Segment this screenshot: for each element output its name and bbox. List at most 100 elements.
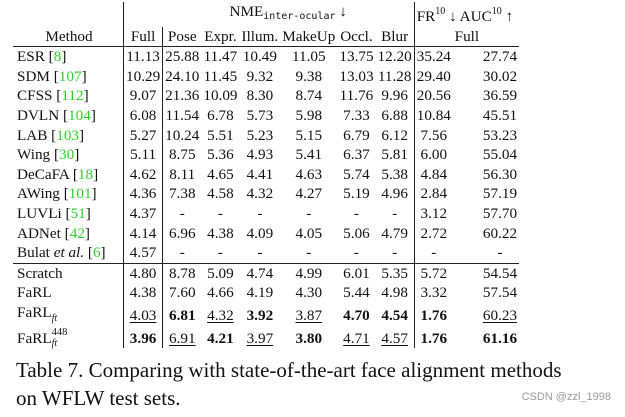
value-cell: 4.96 xyxy=(381,185,408,203)
value-cell: - xyxy=(306,204,312,222)
value-cell: 30.02 xyxy=(482,67,518,85)
value-cell: 60.22 xyxy=(482,224,518,242)
table-row: FaRL 4.38 7.60 4.66 4.19 4.30 5.44 4.98 3.32 57.5… xyxy=(13,283,519,303)
table-row: ESR [8] 11.13 25.88 11.47 10.49 11.05 13.75 12.… xyxy=(13,46,519,67)
value-cell: 60.23 xyxy=(482,306,518,324)
value-cell: 4.63 xyxy=(295,165,323,183)
value-cell: 5.81 xyxy=(381,146,408,164)
header-group-row: NMEinter-ocular ↓ FR10 ↓ AUC10 ↑ xyxy=(13,2,520,27)
column-header-illum: Illum. xyxy=(239,26,281,48)
value-cell: 6.88 xyxy=(381,106,408,124)
value-cell: 5.06 xyxy=(343,224,370,242)
citation-link[interactable]: 6 xyxy=(92,244,101,262)
value-cell: 57.70 xyxy=(482,204,518,222)
citation-link[interactable]: 8 xyxy=(53,48,62,66)
value-cell: 8.11 xyxy=(162,164,202,185)
column-header-fr-auc-full: Full xyxy=(413,26,520,48)
method-name: FaRL 448 ft xyxy=(17,326,68,349)
value-cell: 6.79 xyxy=(343,126,370,144)
value-cell: 5.98 xyxy=(295,106,323,124)
citation-link[interactable]: 103 xyxy=(56,126,80,144)
value-cell: - xyxy=(392,204,398,222)
method-name: LAB [103] xyxy=(17,126,85,144)
table-row: CFSS [112] 9.07 21.36 10.09 8.30 8.74 11.76 9.9… xyxy=(13,86,519,106)
citation-link[interactable]: 42 xyxy=(69,224,85,242)
method-name: LUVLi [51] xyxy=(17,204,91,222)
column-header-blur: Blur xyxy=(375,26,415,48)
value-cell: 5.38 xyxy=(381,165,408,183)
value-cell: 4.54 xyxy=(381,306,408,324)
results-table: NMEinter-ocular ↓ FR10 ↓ AUC10 ↑ Method … xyxy=(13,2,520,349)
value-cell: 5.51 xyxy=(207,126,234,144)
method-name: FaRL xyxy=(17,284,52,302)
value-cell: 1.76 xyxy=(413,302,453,329)
value-cell: 4.93 xyxy=(246,146,274,164)
citation-link[interactable]: 107 xyxy=(58,67,82,85)
value-cell: 9.96 xyxy=(381,87,408,105)
value-cell: - xyxy=(217,244,223,262)
value-cell: 4.58 xyxy=(207,185,234,203)
method-name: ADNet [42] xyxy=(17,224,90,242)
table-row: LUVLi [51] 4.37- - - - - -3.12 57.70 xyxy=(13,203,519,224)
table-row: ADNet [42] 4.14 6.96 4.38 4.09 4.05 5.06 4.79 2.… xyxy=(13,223,519,244)
value-cell: 7.33 xyxy=(343,106,370,124)
citation-link[interactable]: 18 xyxy=(77,165,94,183)
value-cell: 11.45 xyxy=(203,67,238,85)
header-columns-row: Method Full Pose Expr. Illum. MakeUp Occ… xyxy=(13,26,520,48)
citation-link[interactable]: 101 xyxy=(68,185,92,203)
value-cell: 4.99 xyxy=(280,262,338,284)
value-cell: 5.44 xyxy=(343,284,370,302)
column-header-makeup: MakeUp xyxy=(280,26,338,48)
value-cell: 11.28 xyxy=(377,67,412,85)
value-cell: 10.24 xyxy=(162,125,202,146)
value-cell: - xyxy=(497,244,503,262)
citation-link[interactable]: 104 xyxy=(68,106,91,124)
value-cell: - xyxy=(217,204,223,222)
value-cell: 5.15 xyxy=(295,126,323,144)
value-cell: 7.38 xyxy=(162,184,202,204)
value-cell: - xyxy=(257,204,263,222)
citation-link[interactable]: 51 xyxy=(70,204,86,222)
value-cell: 11.76 xyxy=(339,87,374,105)
value-cell: 4.37 xyxy=(122,203,163,224)
value-cell: 5.09 xyxy=(201,262,240,284)
value-cell: - xyxy=(413,243,453,264)
value-cell: 4.30 xyxy=(295,284,323,302)
value-cell: 4.70 xyxy=(343,306,370,324)
value-cell: 11.13 xyxy=(122,46,163,67)
table-row: Bulat et al. [6] 4.57- - - - - - - - xyxy=(13,243,519,264)
value-cell: 2.84 xyxy=(413,184,453,204)
value-cell: 5.72 xyxy=(413,262,453,284)
value-cell: 4.14 xyxy=(122,223,163,244)
value-cell: 4.57 xyxy=(381,329,408,347)
method-name: CFSS [112] xyxy=(17,87,89,105)
up-arrow-icon: ↑ xyxy=(505,8,514,25)
value-cell: 4.74 xyxy=(239,262,281,284)
value-cell: 3.97 xyxy=(246,329,274,347)
citation-link[interactable]: 30 xyxy=(59,146,75,164)
value-cell: 3.87 xyxy=(295,306,323,324)
value-cell: 11.05 xyxy=(291,48,326,66)
value-cell: 4.84 xyxy=(413,164,453,185)
value-cell: 5.73 xyxy=(246,106,274,124)
value-cell: 61.16 xyxy=(482,329,518,347)
citation-link[interactable]: 112 xyxy=(61,87,84,105)
value-cell: 5.27 xyxy=(122,125,163,146)
column-header-pose: Pose xyxy=(162,26,202,48)
value-cell: 10.09 xyxy=(203,87,238,105)
value-cell: 6.37 xyxy=(343,146,370,164)
table-row: LAB [103] 5.27 10.24 5.51 5.23 5.15 6.79 6.12 7.… xyxy=(13,125,519,146)
value-cell: 4.62 xyxy=(122,164,163,185)
nme-group-header: NMEinter-ocular ↓ xyxy=(229,3,347,22)
value-cell: 53.23 xyxy=(482,126,518,144)
table-row: SDM [107] 10.29 24.10 11.45 9.32 9.38 13.03 11.… xyxy=(13,66,519,87)
value-cell: 6.91 xyxy=(162,328,202,349)
column-header-occl: Occl. xyxy=(337,26,376,48)
value-cell: 5.74 xyxy=(343,165,370,183)
value-cell: 6.78 xyxy=(207,106,234,124)
value-cell: 9.32 xyxy=(246,67,274,85)
value-cell: 8.74 xyxy=(295,87,323,105)
value-cell: 56.30 xyxy=(482,165,518,183)
value-cell: 6.12 xyxy=(381,126,408,144)
value-cell: 7.60 xyxy=(162,283,202,303)
